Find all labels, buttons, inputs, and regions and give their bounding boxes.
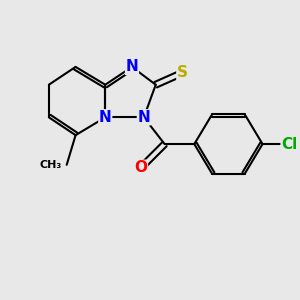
Text: N: N: [137, 110, 150, 125]
Text: O: O: [134, 160, 147, 175]
Text: Cl: Cl: [281, 136, 297, 152]
Text: N: N: [126, 59, 138, 74]
Text: N: N: [99, 110, 112, 125]
Text: CH₃: CH₃: [40, 160, 62, 170]
Text: S: S: [177, 65, 188, 80]
